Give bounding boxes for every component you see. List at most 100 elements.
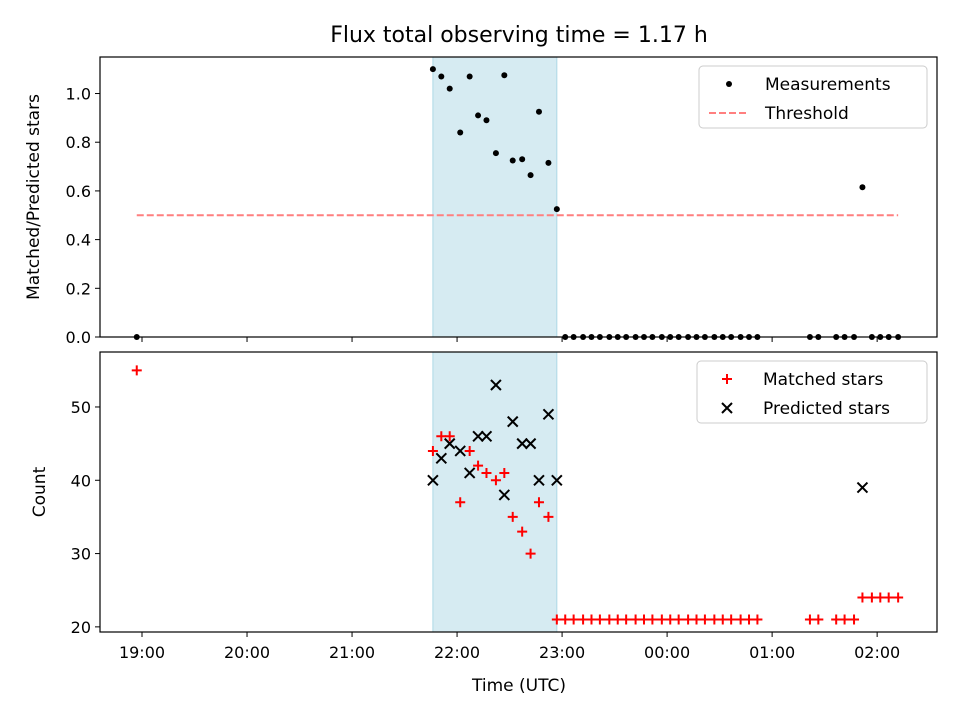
data-point — [519, 156, 526, 163]
legend-label: Predicted stars — [763, 399, 890, 419]
legend-swatch — [721, 402, 733, 414]
data-point — [463, 467, 476, 479]
data-point — [813, 614, 824, 625]
data-point — [866, 592, 877, 603]
x-tick-label: 20:00 — [224, 643, 270, 662]
data-point — [533, 497, 544, 508]
data-point — [551, 474, 563, 486]
data-point — [483, 117, 490, 124]
y-tick-label: 0.2 — [66, 279, 91, 298]
data-point — [875, 592, 886, 603]
x-tick-label: 22:00 — [434, 643, 480, 662]
ratio-panel: 0.0 0.2 0.4 0.6 0.8 1.0 Matched/Predicted star… — [24, 56, 938, 347]
data-point — [744, 614, 755, 625]
data-point — [535, 108, 542, 115]
data-point — [883, 592, 894, 603]
data-point — [427, 474, 439, 486]
plot-frame — [99, 56, 938, 338]
data-point — [717, 614, 728, 625]
data-point — [673, 614, 684, 625]
data-point — [481, 467, 492, 478]
count-panel: 20 30 40 50 19:00 20:00 21:00 22:00 23:00 00:00 01… — [30, 351, 938, 662]
data-point — [455, 497, 466, 508]
data-point — [665, 614, 676, 625]
data-point — [501, 72, 508, 79]
data-point — [691, 614, 702, 625]
y-tick-label: 50 — [71, 398, 91, 417]
series-matched-stars — [131, 365, 904, 625]
data-point — [543, 511, 554, 522]
data-point — [568, 614, 579, 625]
plot-frame — [99, 351, 938, 633]
data-point — [647, 614, 658, 625]
data-point — [752, 614, 763, 625]
y-tick-label: 30 — [71, 545, 91, 564]
data-point — [464, 445, 475, 456]
y-axis-label: Count — [30, 466, 50, 517]
data-point — [490, 475, 501, 486]
x-axis-label: Time (UTC) — [471, 676, 566, 696]
legend-label: Measurements — [765, 75, 891, 95]
data-point — [586, 614, 597, 625]
x-tick-label: 00:00 — [644, 643, 690, 662]
data-point — [436, 431, 447, 442]
data-point — [856, 481, 869, 494]
data-point — [499, 467, 510, 478]
data-point — [551, 614, 562, 625]
data-point — [683, 614, 694, 625]
data-point — [839, 614, 850, 625]
x-tick-label: 02:00 — [854, 643, 900, 662]
data-point — [578, 614, 589, 625]
legend-box — [696, 360, 928, 424]
data-point — [621, 614, 632, 625]
data-point — [831, 614, 842, 625]
chart-title: Flux total observing time = 1.17 h — [330, 23, 708, 48]
data-point — [507, 415, 519, 428]
data-point — [553, 206, 560, 213]
data-point — [533, 474, 545, 486]
legend: Matched stars Predicted stars — [696, 360, 928, 424]
data-point — [490, 379, 502, 391]
data-point — [545, 159, 552, 166]
data-point — [656, 614, 667, 625]
data-point — [427, 445, 438, 456]
data-point — [735, 614, 746, 625]
x-tick-label: 19:00 — [119, 643, 165, 662]
data-point — [525, 548, 536, 559]
data-point — [473, 460, 484, 471]
data-point — [517, 526, 528, 537]
x-tick-label: 01:00 — [749, 643, 795, 662]
data-point — [507, 511, 518, 522]
data-point — [524, 437, 537, 450]
x-tick-label: 21:00 — [329, 643, 375, 662]
data-point — [509, 157, 516, 164]
data-point — [480, 430, 493, 443]
series-predicted-stars — [427, 379, 869, 501]
y-tick-label: 0.0 — [66, 328, 91, 347]
legend-box — [698, 65, 928, 129]
data-point — [457, 129, 464, 136]
highlight-span — [432, 56, 558, 338]
data-point — [638, 614, 649, 625]
data-point — [466, 73, 473, 80]
data-point — [560, 614, 571, 625]
data-point — [435, 452, 448, 464]
data-point — [475, 112, 482, 119]
legend-swatch — [726, 81, 732, 87]
data-point — [893, 592, 904, 603]
data-point — [630, 614, 641, 625]
legend-label: Matched stars — [763, 370, 883, 390]
data-point — [709, 614, 720, 625]
data-point — [498, 489, 511, 501]
data-point — [438, 73, 445, 80]
legend-label: Threshold — [764, 104, 849, 124]
data-point — [857, 592, 868, 603]
y-tick-label: 20 — [71, 618, 91, 637]
y-tick-label: 40 — [71, 471, 91, 490]
y-axis-label: Matched/Predicted stars — [24, 94, 44, 300]
legend: Measurements Threshold — [698, 65, 928, 129]
y-tick-label: 0.8 — [66, 133, 91, 152]
data-point — [527, 172, 534, 179]
data-point — [804, 614, 815, 625]
data-point — [699, 614, 710, 625]
